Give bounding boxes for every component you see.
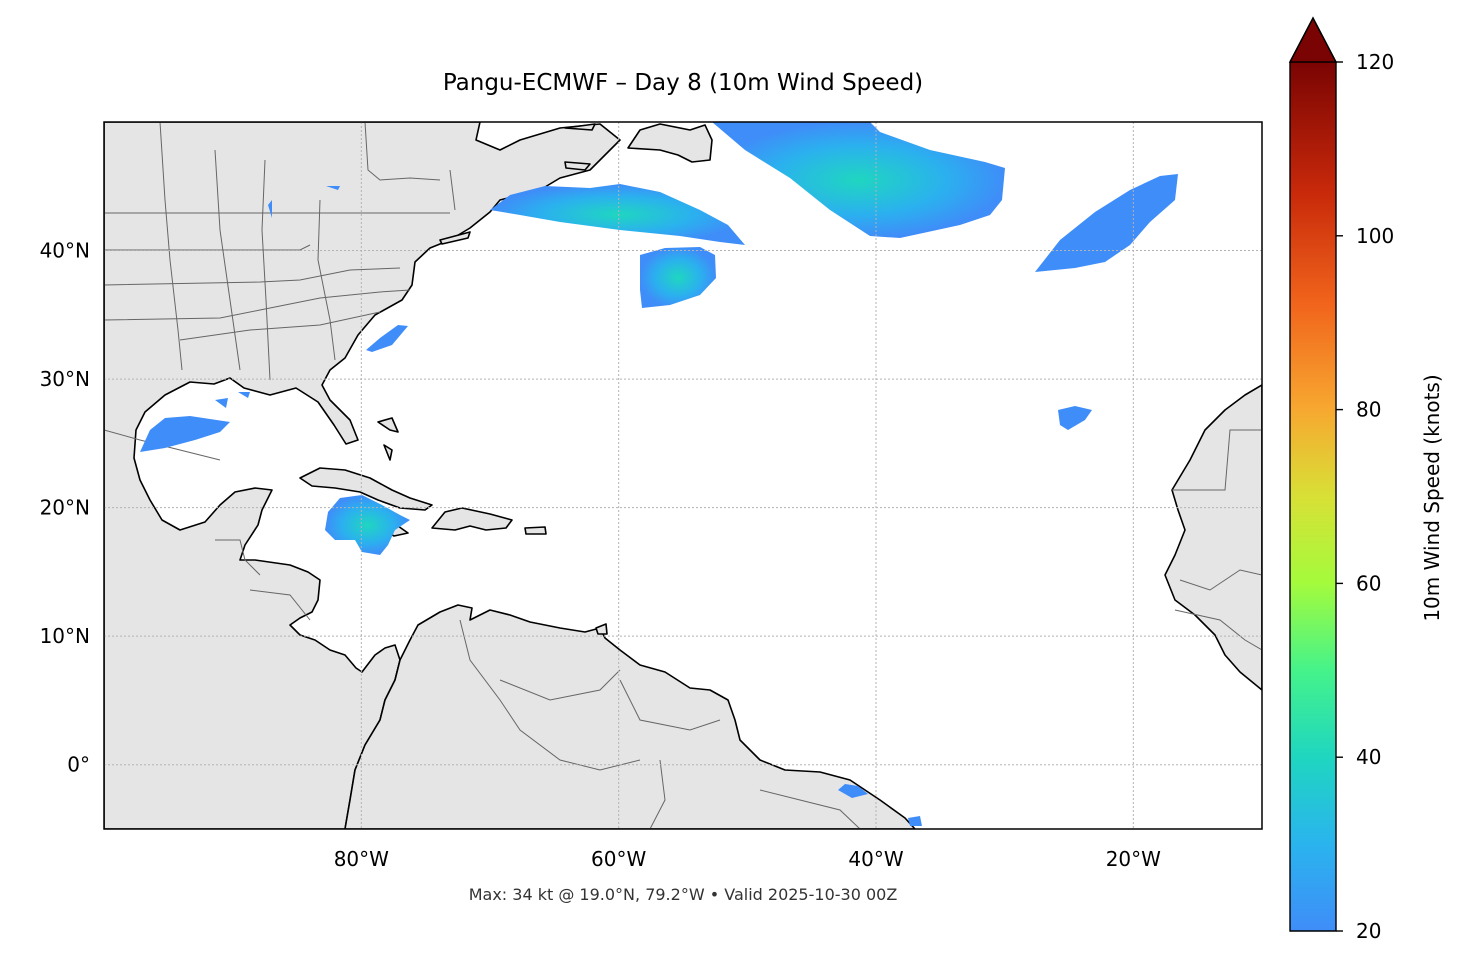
bahamas-islands — [377, 417, 399, 461]
colorbar-tick-label: 40 — [1356, 745, 1381, 769]
map-title: Pangu-ECMWF – Day 8 (10m Wind Speed) — [442, 70, 924, 96]
colorbar-tick-label: 120 — [1356, 50, 1394, 74]
wind-region-equatorial-speck — [838, 784, 922, 826]
wind-region-carolina-coast — [366, 325, 408, 352]
anticosti-island — [564, 123, 596, 131]
south-america-landmass — [344, 604, 916, 829]
wind-region-central-atlantic-patch — [640, 247, 716, 308]
map-panel: 80°W 60°W 40°W 20°W 0° 10°N 20°N 30°N 40°N — [40, 121, 1263, 871]
long-island — [439, 231, 471, 245]
africa-landmass — [1164, 384, 1262, 691]
lat-tick-label: 30°N — [40, 367, 90, 391]
wind-region-gulf-of-mexico — [140, 416, 230, 452]
colorbar-tick-label: 20 — [1356, 919, 1381, 943]
colorbar-label-text: 10m Wind Speed (knots) — [1420, 374, 1444, 622]
lat-tick-label: 40°N — [40, 239, 90, 263]
pei-island — [564, 161, 591, 171]
lat-tick-label: 0° — [67, 753, 90, 777]
map-footer-max-wind: Max: 34 kt @ 19.0°N, 79.2°W • Valid 2025… — [468, 885, 898, 904]
lon-tick-label: 20°W — [1106, 847, 1161, 871]
colorbar-gradient — [1290, 62, 1336, 931]
borders-layer — [104, 122, 1262, 829]
lat-tick-label: 10°N — [40, 624, 90, 648]
wind-region-gulf-speck — [215, 392, 250, 408]
map-frame — [103, 121, 1263, 830]
north-america-landmass — [104, 122, 621, 829]
colorbar: 20 40 60 80 100 120 — [1288, 16, 1394, 943]
land-layer — [104, 122, 1262, 829]
wind-region-eastern-atlantic-streak — [1035, 174, 1178, 272]
wind-region-north-atlantic-jet — [712, 122, 1005, 238]
newfoundland-island — [627, 123, 713, 163]
colorbar-tick-label: 100 — [1356, 224, 1394, 248]
gridlines — [104, 122, 1262, 829]
wind-region-azores-speck — [1058, 406, 1092, 430]
lon-tick-label: 60°W — [591, 847, 646, 871]
latitude-tick-labels: 0° 10°N 20°N 30°N 40°N — [40, 239, 90, 777]
lat-tick-label: 20°N — [40, 496, 90, 520]
wind-speed-layer — [140, 122, 1178, 826]
lon-tick-label: 80°W — [334, 847, 389, 871]
puerto-rico-island — [524, 526, 547, 535]
wind-region-nova-scotia-band — [490, 184, 745, 245]
colorbar-extend-arrow — [1288, 16, 1338, 63]
wind-region-caribbean-storm — [325, 495, 410, 555]
hispaniola-island — [431, 507, 513, 531]
longitude-tick-labels: 80°W 60°W 40°W 20°W — [334, 847, 1161, 871]
colorbar-tick-label: 80 — [1356, 398, 1381, 422]
colorbar-tick-labels: 20 40 60 80 100 120 — [1336, 50, 1394, 943]
colorbar-tick-label: 60 — [1356, 571, 1381, 595]
trinidad-island — [595, 623, 608, 635]
lon-tick-label: 40°W — [848, 847, 903, 871]
colorbar-outline — [1289, 16, 1337, 932]
